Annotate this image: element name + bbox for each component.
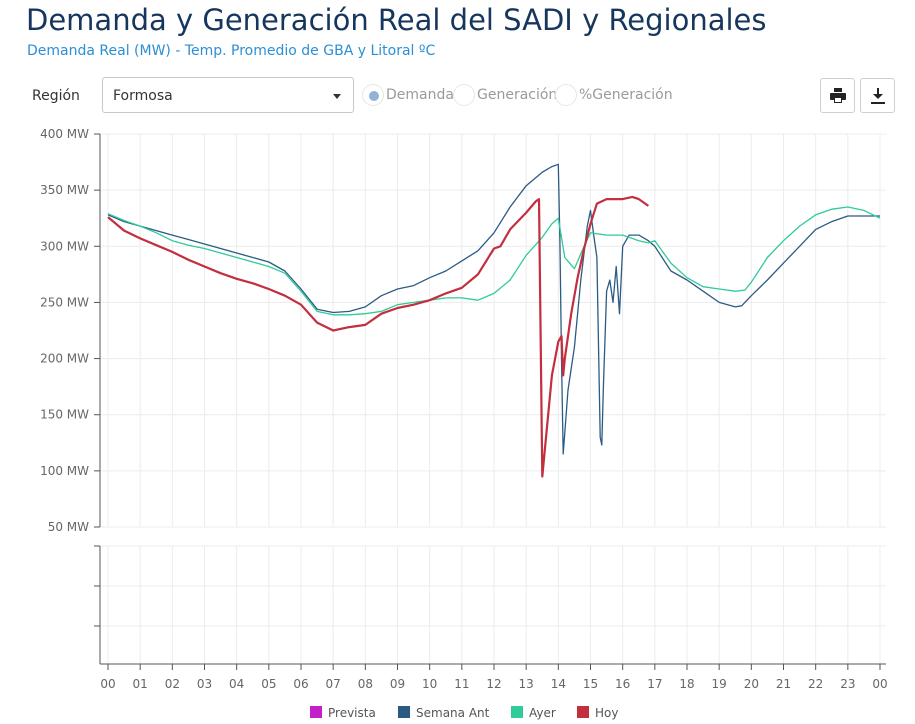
x-tick-label: 01 bbox=[133, 677, 148, 691]
legend-swatch bbox=[398, 706, 410, 718]
x-tick-label: 11 bbox=[454, 677, 469, 691]
x-tick-label: 00 bbox=[872, 677, 887, 691]
y-tick-label: 300 MW bbox=[40, 239, 89, 253]
legend-label: Hoy bbox=[595, 706, 618, 720]
legend-item-semana-ant[interactable]: Semana Ant bbox=[398, 706, 490, 720]
x-tick-label: 10 bbox=[422, 677, 437, 691]
radio-circle bbox=[362, 84, 384, 106]
y-tick-label: 250 MW bbox=[40, 295, 89, 309]
legend-label: Ayer bbox=[529, 706, 556, 720]
y-tick-label: 50 MW bbox=[48, 520, 89, 534]
radio-circle bbox=[453, 84, 475, 106]
grid bbox=[100, 133, 886, 664]
x-tick-label: 06 bbox=[293, 677, 308, 691]
x-tick-label: 05 bbox=[261, 677, 276, 691]
region-label: Región bbox=[32, 88, 80, 104]
x-tick-label: 23 bbox=[840, 677, 855, 691]
series-line-ayer bbox=[107, 206, 881, 316]
radio-circle bbox=[555, 84, 577, 106]
x-tick-label: 15 bbox=[583, 677, 598, 691]
legend-item-prevista[interactable]: Prevista bbox=[310, 706, 376, 720]
x-tick-label: 16 bbox=[615, 677, 630, 691]
radio-label: %Generación bbox=[579, 87, 673, 103]
radio-label: Generación bbox=[477, 87, 558, 103]
x-tick-label: 02 bbox=[165, 677, 180, 691]
download-icon bbox=[870, 87, 885, 104]
page-title: Demanda y Generación Real del SADI y Reg… bbox=[26, 3, 767, 37]
legend-swatch bbox=[511, 706, 523, 718]
x-tick-label: 19 bbox=[712, 677, 727, 691]
x-tick-label: 13 bbox=[519, 677, 534, 691]
legend: Prevista Semana Ant Ayer Hoy bbox=[310, 706, 618, 720]
x-tick-label: 04 bbox=[229, 677, 244, 691]
print-button[interactable] bbox=[820, 78, 855, 113]
legend-item-hoy[interactable]: Hoy bbox=[577, 706, 618, 720]
caret-down-icon bbox=[333, 94, 341, 99]
legend-swatch bbox=[310, 706, 322, 718]
x-tick-label: 00 bbox=[100, 677, 115, 691]
y-tick-label: 150 MW bbox=[40, 408, 89, 422]
y-tick-label: 200 MW bbox=[40, 352, 89, 366]
page-subtitle: Demanda Real (MW) - Temp. Promedio de GB… bbox=[27, 43, 436, 59]
legend-label: Semana Ant bbox=[416, 706, 490, 720]
x-tick-label: 22 bbox=[808, 677, 823, 691]
x-tick-label: 09 bbox=[390, 677, 405, 691]
y-tick-label: 100 MW bbox=[40, 464, 89, 478]
series-line-hoy bbox=[107, 195, 650, 478]
x-tick-label: 18 bbox=[679, 677, 694, 691]
x-tick-label: 17 bbox=[647, 677, 662, 691]
legend-swatch bbox=[577, 706, 589, 718]
series-lines bbox=[107, 163, 881, 478]
x-tick-label: 14 bbox=[551, 677, 566, 691]
y-tick-label: 400 MW bbox=[40, 127, 89, 141]
radio-selected-dot bbox=[369, 91, 379, 101]
x-tick-label: 08 bbox=[358, 677, 373, 691]
printer-icon bbox=[829, 88, 846, 103]
x-tick-label: 20 bbox=[744, 677, 759, 691]
radio-label: Demanda bbox=[386, 87, 454, 103]
legend-label: Prevista bbox=[328, 706, 376, 720]
axes: 50 MW 100 MW 150 MW 200 MW 250 MW 300 MW 350 M… bbox=[40, 127, 888, 691]
x-tick-label: 03 bbox=[197, 677, 212, 691]
y-tick-label: 350 MW bbox=[40, 183, 89, 197]
x-tick-label: 07 bbox=[326, 677, 341, 691]
x-tick-label: 12 bbox=[486, 677, 501, 691]
series-line-semana-ant bbox=[107, 163, 880, 455]
region-select-value: Formosa bbox=[113, 88, 173, 104]
legend-item-ayer[interactable]: Ayer bbox=[511, 706, 556, 720]
download-button[interactable] bbox=[860, 78, 895, 113]
region-select[interactable]: Formosa bbox=[102, 77, 354, 113]
x-tick-label: 21 bbox=[776, 677, 791, 691]
